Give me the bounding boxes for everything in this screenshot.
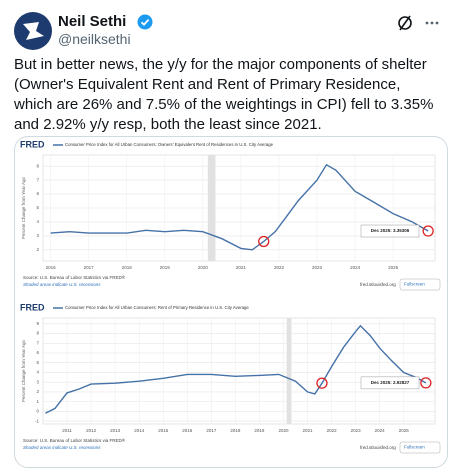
highlight xyxy=(316,377,328,389)
y-tick-label: 6 xyxy=(36,191,39,196)
fred-logo: FRED xyxy=(20,139,45,149)
x-tick-label: 2020 xyxy=(198,265,209,270)
x-tick-label: 2017 xyxy=(84,265,95,270)
x-tick-label: 2011 xyxy=(62,428,72,433)
y-tick-label: 5 xyxy=(36,360,39,365)
y-tick-label: 6 xyxy=(36,350,39,355)
fred-logo: FRED xyxy=(20,302,45,312)
fullscreen-button[interactable] xyxy=(399,441,441,454)
x-tick-label: 2024 xyxy=(350,265,361,270)
x-tick-label: 2016 xyxy=(182,428,193,433)
x-tick-label: 2025 xyxy=(388,265,399,270)
display-name[interactable]: Neil Sethi xyxy=(58,13,127,30)
y-tick-label: 8 xyxy=(36,331,39,336)
x-tick-label: 2021 xyxy=(236,265,247,270)
handle[interactable]: @neilksethi xyxy=(58,31,131,47)
chart-title: Consumer Price Index for All Urban Consu… xyxy=(65,305,249,310)
chart: FRED Consumer Price Index for All Urban C… xyxy=(20,139,441,291)
plot-area xyxy=(42,317,436,425)
annotation-box xyxy=(360,224,420,238)
x-tick-label: 2022 xyxy=(327,428,338,433)
y-tick-label: 2 xyxy=(36,247,39,252)
site: fred.stlouisfed.org xyxy=(360,445,396,450)
x-tick-label: 2023 xyxy=(351,428,362,433)
recession xyxy=(286,318,292,424)
series-line xyxy=(50,163,429,251)
highlight xyxy=(258,235,270,248)
x-tick-label: 2018 xyxy=(122,265,133,270)
media[interactable]: FRED Consumer Price Index for All Urban C… xyxy=(14,136,448,468)
x-tick-label: 2019 xyxy=(254,428,265,433)
verified-badge xyxy=(137,14,153,30)
site: fred.stlouisfed.org xyxy=(360,282,396,287)
x-tick-label: 2017 xyxy=(206,428,217,433)
x-tick-label: 2015 xyxy=(158,428,169,433)
x-tick-label: 2020 xyxy=(278,428,289,433)
y-tick-label: 4 xyxy=(36,219,39,224)
y-tick-label: 1 xyxy=(36,399,39,404)
y-tick-label: 9 xyxy=(36,321,39,326)
y-tick-label: 0 xyxy=(36,409,39,414)
fullscreen-label: Fullscreen xyxy=(404,445,425,450)
y-tick-label: 4 xyxy=(36,370,39,375)
tweet-text: But in better news, the y/y for the majo… xyxy=(14,56,434,133)
highlight xyxy=(420,377,432,389)
x-tick-label: 2012 xyxy=(86,428,97,433)
chart-title: Consumer Price Index for All Urban Consu… xyxy=(65,142,274,147)
y-tick-label: -1 xyxy=(35,418,39,423)
x-tick-label: 2018 xyxy=(230,428,241,433)
annotation: Dec 2025: 3.35306 xyxy=(371,228,410,233)
recession-note: Shaded areas indicate U.S. recessions xyxy=(23,282,101,287)
highlight xyxy=(422,225,434,237)
avatar[interactable] xyxy=(14,12,52,50)
source: Source: U.S. Bureau of Labor Statistics … xyxy=(23,274,126,280)
source: Source: U.S. Bureau of Labor Statistics … xyxy=(23,437,126,443)
header-icons[interactable] xyxy=(397,14,441,32)
x-tick-label: 2024 xyxy=(375,428,386,433)
x-tick-label: 2022 xyxy=(274,265,285,270)
series-line xyxy=(45,324,427,414)
annotation-box xyxy=(360,376,420,390)
y-tick-label: 7 xyxy=(36,340,39,345)
fullscreen-button[interactable] xyxy=(399,278,441,291)
chart: FRED Consumer Price Index for All Urban C… xyxy=(20,302,441,454)
y-tick-label: 8 xyxy=(36,163,39,168)
y-tick-label: 3 xyxy=(36,233,39,238)
x-tick-label: 2019 xyxy=(160,265,171,270)
y-axis-label: Percent Change from Year Ago xyxy=(21,339,26,402)
x-tick-label: 2025 xyxy=(399,428,410,433)
y-tick-label: 2 xyxy=(36,389,39,394)
y-tick-label: 3 xyxy=(36,379,39,384)
x-tick-label: 2014 xyxy=(134,428,145,433)
y-tick-label: 5 xyxy=(36,205,39,210)
x-tick-label: 2023 xyxy=(312,265,323,270)
x-tick-label: 2021 xyxy=(303,428,314,433)
y-axis-label: Percent Change from Year Ago xyxy=(21,176,26,239)
recession-note: Shaded areas indicate U.S. recessions xyxy=(23,445,101,450)
x-tick-label: 2016 xyxy=(46,265,57,270)
annotation: Dec 2025: 2.92827 xyxy=(371,380,410,385)
fullscreen-label: Fullscreen xyxy=(404,282,425,287)
x-tick-label: 2013 xyxy=(110,428,121,433)
y-tick-label: 7 xyxy=(36,177,39,182)
